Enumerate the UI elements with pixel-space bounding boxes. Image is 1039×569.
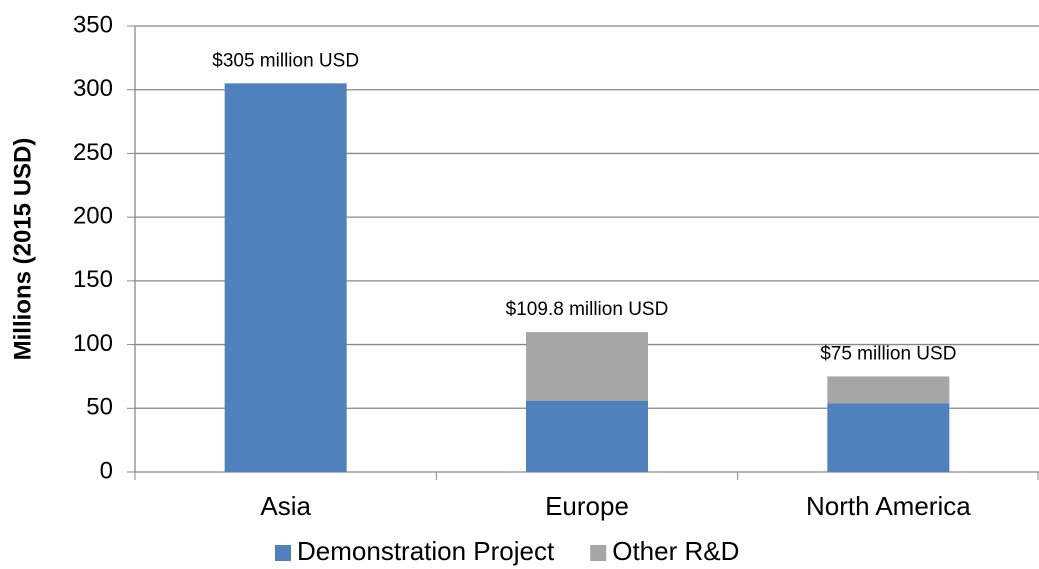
y-tick-label: 50 <box>86 394 113 421</box>
total-label: $109.8 million USD <box>506 299 669 320</box>
y-tick-label: 200 <box>73 202 113 229</box>
y-tick-label: 100 <box>73 330 113 357</box>
bar-segment <box>224 83 347 472</box>
x-tick-label: North America <box>806 491 971 521</box>
legend-label: Demonstration Project <box>297 536 555 566</box>
bar-segment <box>526 332 648 401</box>
y-tick-label: 350 <box>73 11 113 38</box>
y-tick-label: 300 <box>73 75 113 102</box>
x-tick-label: Asia <box>260 491 311 521</box>
total-label: $75 million USD <box>820 343 956 364</box>
legend-label: Other R&D <box>612 536 739 566</box>
legend-swatch <box>275 545 291 561</box>
x-tick-label: Europe <box>545 491 629 521</box>
total-label: $305 million USD <box>212 50 359 71</box>
y-tick-label: 250 <box>73 139 113 166</box>
y-tick-label: 0 <box>100 457 113 484</box>
bar-segment <box>526 400 648 472</box>
y-tick-label: 150 <box>73 266 113 293</box>
legend-swatch <box>590 545 607 561</box>
bar-segment <box>827 403 950 472</box>
y-axis-title: Millions (2015 USD) <box>9 138 36 361</box>
bar-segment <box>827 376 950 404</box>
